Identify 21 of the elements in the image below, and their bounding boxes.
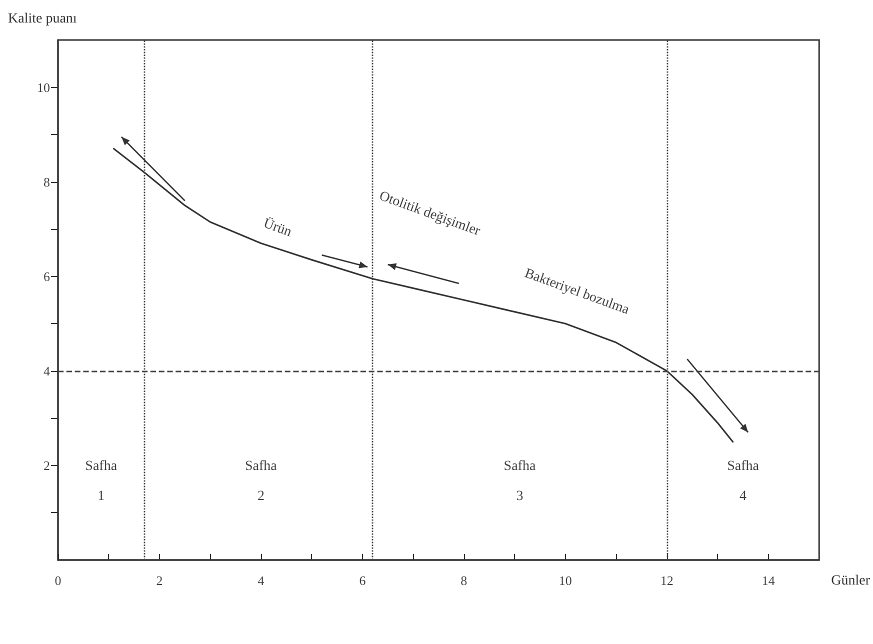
x-axis-title: Günler: [831, 574, 870, 588]
x-tick-label: 0: [54, 573, 62, 588]
x-tick-label: 6: [359, 573, 366, 588]
y-tick-label: 4: [44, 363, 50, 378]
x-tick-label: 14: [762, 573, 776, 588]
line-series: [113, 148, 734, 443]
annotation: Safha 2: [245, 459, 278, 504]
annotation: Ürün: [261, 215, 294, 240]
x-tick-label: 8: [460, 573, 468, 588]
y-tick-label: 2: [44, 458, 50, 473]
annotation: Safha 3: [504, 459, 536, 504]
y-tick-label: 10: [37, 80, 50, 95]
annotation: Safha 1: [85, 459, 118, 504]
x-tick-label: 12: [660, 573, 674, 588]
annotation: Safha 4: [727, 459, 760, 504]
x-tick-label: 4: [258, 573, 265, 588]
y-tick-label: 6: [44, 268, 50, 284]
y-tick-label: 8: [44, 174, 50, 190]
x-tick-label: 10: [558, 573, 572, 588]
x-tick-label: 2: [156, 573, 163, 588]
y-axis-title: Kalite puanı: [8, 12, 77, 26]
